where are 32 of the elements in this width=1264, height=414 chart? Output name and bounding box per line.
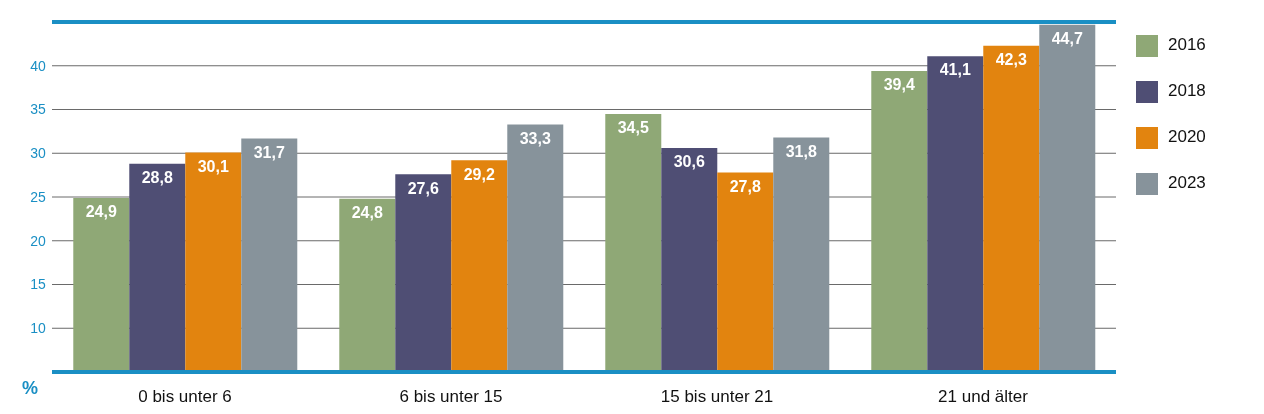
x-tick-label: 0 bis unter 6 <box>138 387 232 407</box>
data-label: 31,8 <box>785 142 817 160</box>
data-label: 39,4 <box>883 76 915 94</box>
y-tick-label: 35 <box>30 101 46 118</box>
data-label: 31,7 <box>253 143 285 161</box>
data-label: 29,2 <box>463 165 495 183</box>
legend-label: 2016 <box>1168 35 1206 54</box>
data-label: 28,8 <box>141 169 173 187</box>
data-label: 30,1 <box>197 157 229 175</box>
legend-label: 2020 <box>1168 127 1206 146</box>
data-label: 42,3 <box>995 50 1027 68</box>
y-tick-label: 40 <box>30 57 46 74</box>
x-tick-label: 15 bis unter 21 <box>660 387 774 407</box>
data-label: 24,8 <box>351 204 383 222</box>
x-tick-label: 6 bis unter 15 <box>399 387 503 407</box>
y-tick-label: 30 <box>30 145 46 162</box>
data-label: 34,5 <box>617 119 649 137</box>
data-label: 27,8 <box>729 177 761 195</box>
data-label: 33,3 <box>519 129 551 147</box>
y-tick-label: 25 <box>30 188 46 205</box>
y-tick-label: 10 <box>30 320 46 337</box>
data-label: 27,6 <box>407 179 439 197</box>
legend-label: 2023 <box>1168 173 1206 192</box>
data-label: 41,1 <box>939 61 971 79</box>
data-label: 30,6 <box>673 153 705 171</box>
y-tick-label: 20 <box>30 232 46 249</box>
data-label: 44,7 <box>1051 29 1083 47</box>
y-axis-title: % <box>21 378 39 398</box>
x-tick-label: 21 und älter <box>938 387 1029 407</box>
data-label: 24,9 <box>85 203 117 221</box>
legend-label: 2018 <box>1168 81 1206 100</box>
y-tick-label: 15 <box>30 276 46 293</box>
